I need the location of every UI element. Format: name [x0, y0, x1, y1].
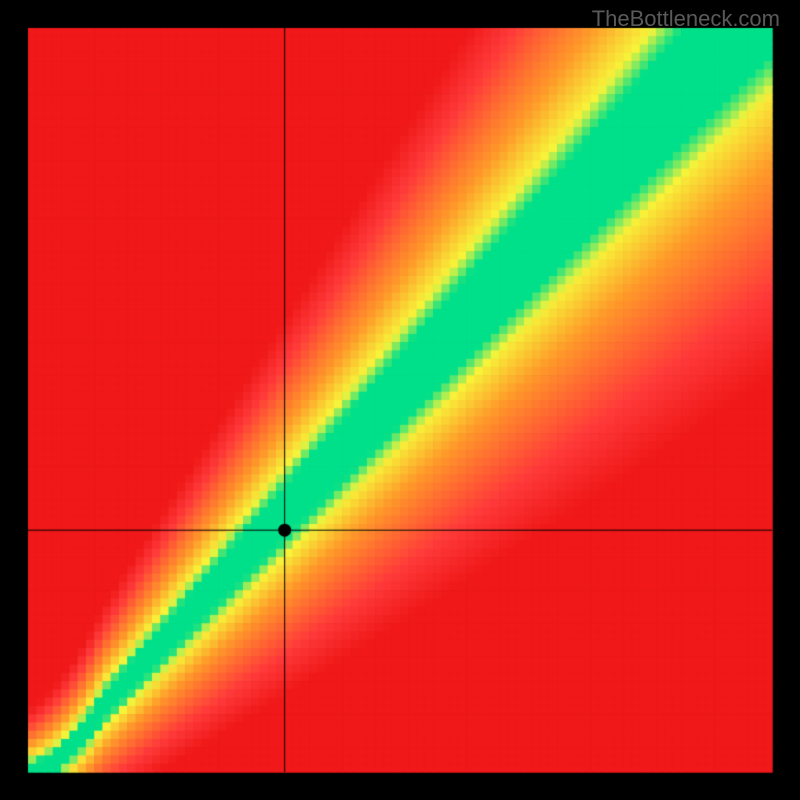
- chart-container: TheBottleneck.com: [0, 0, 800, 800]
- watermark-text: TheBottleneck.com: [592, 6, 780, 32]
- bottleneck-heatmap: [0, 0, 800, 800]
